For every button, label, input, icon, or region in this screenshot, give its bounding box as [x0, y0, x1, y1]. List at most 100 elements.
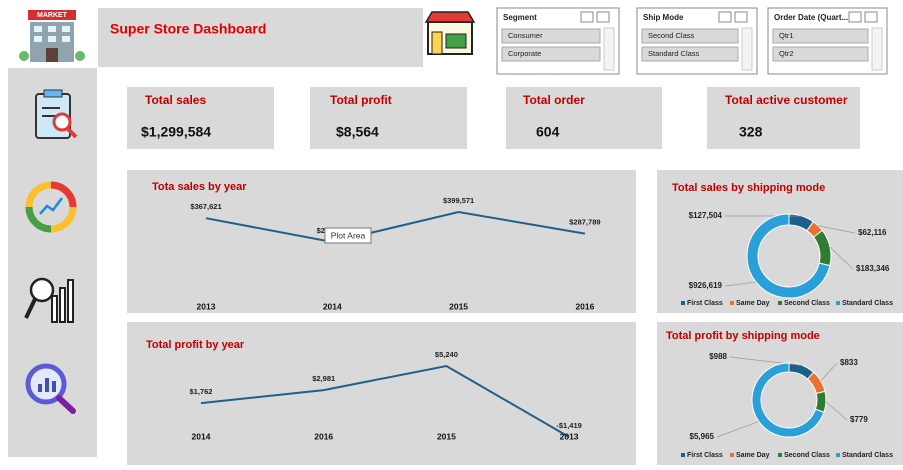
- dashboard-title: Super Store Dashboard: [110, 21, 266, 37]
- x-category-label: 2013: [560, 431, 579, 441]
- data-label: $988: [709, 352, 727, 361]
- search-icon: [25, 363, 76, 414]
- chart-panel: [127, 170, 636, 313]
- data-label: $1,762: [190, 387, 213, 396]
- leader-line: [716, 421, 759, 438]
- data-label: $5,965: [690, 432, 715, 441]
- slicer-item-label: Qtr1: [779, 31, 794, 40]
- data-label: $399,571: [443, 196, 474, 205]
- slicer-title: Ship Mode: [643, 13, 684, 22]
- clear-filter-button[interactable]: [864, 11, 878, 23]
- line: [205, 210, 586, 244]
- chart-title: Tota sales by year: [152, 181, 247, 193]
- logo-text: MARKET: [37, 12, 68, 19]
- slicer-item[interactable]: [501, 46, 601, 62]
- kpi-card: [506, 87, 662, 149]
- x-category-label: 2016: [314, 431, 333, 441]
- x-category-label: 2013: [197, 301, 216, 311]
- leader-line: [820, 362, 838, 382]
- kpi-card: [127, 87, 274, 149]
- chart-panel: [127, 322, 636, 465]
- donut-segment: [814, 390, 827, 413]
- legend-swatch: [778, 301, 782, 305]
- data-label: $183,346: [856, 264, 890, 273]
- kpi-value: $8,564: [336, 124, 379, 140]
- leader-line: [829, 246, 854, 270]
- leader-line: [818, 225, 856, 234]
- slicer-item[interactable]: [772, 28, 869, 44]
- kpi-label: Total order: [523, 93, 585, 107]
- kpi-value: 328: [739, 124, 763, 140]
- scrollbar[interactable]: [741, 27, 753, 71]
- analysis-icon: [24, 277, 74, 323]
- chart-panel: [657, 322, 903, 465]
- store-icon: [424, 11, 476, 55]
- slicer-item-label: Consumer: [508, 31, 543, 40]
- legend-label: Same Day: [736, 452, 770, 459]
- chart-title: Total profit by year: [146, 339, 245, 351]
- chart-title: Total profit by shipping mode: [666, 330, 820, 342]
- tooltip-box: [324, 227, 372, 244]
- data-label: $926,619: [689, 281, 723, 290]
- slicer-item-label: Second Class: [648, 31, 695, 40]
- x-category-label: 2014: [192, 431, 211, 441]
- legend-swatch: [730, 453, 734, 457]
- slicer-item[interactable]: [641, 46, 739, 62]
- header-panel: [98, 8, 423, 67]
- legend-label: First Class: [687, 452, 723, 459]
- scrollbar[interactable]: [871, 27, 883, 71]
- logo-icon: MARKET: [19, 10, 85, 62]
- data-label: $62,116: [858, 228, 887, 237]
- legend-label: Same Day: [736, 300, 770, 307]
- slicer-item[interactable]: [772, 46, 869, 62]
- legend-label: Second Class: [784, 300, 830, 307]
- legend-swatch: [681, 453, 685, 457]
- slicer-item[interactable]: [641, 28, 739, 44]
- leader-line: [724, 281, 757, 287]
- slicer-item-label: Qtr2: [779, 49, 794, 58]
- legend-label: Standard Class: [842, 452, 893, 459]
- x-category-label: 2016: [575, 301, 594, 311]
- report-icon: [35, 89, 78, 139]
- data-label: $367,621: [190, 202, 221, 211]
- filter-button[interactable]: [580, 11, 594, 23]
- filter-button[interactable]: [718, 11, 732, 23]
- kpi-label: Total sales: [145, 93, 206, 107]
- legend-swatch: [836, 301, 840, 305]
- kpi-label: Total active customer: [725, 93, 848, 107]
- data-label: $833: [840, 358, 858, 367]
- kpi-card: [310, 87, 467, 149]
- tooltip-text: Plot Area: [331, 230, 366, 240]
- data-label: $5,240: [435, 350, 458, 359]
- legend-label: Second Class: [784, 452, 830, 459]
- legend-label: Standard Class: [842, 300, 893, 307]
- donut-segment: [751, 362, 825, 438]
- scrollbar[interactable]: [603, 27, 615, 71]
- legend-label: First Class: [687, 300, 723, 307]
- kpi-value: $1,299,584: [141, 124, 211, 140]
- kpi-label: Total profit: [330, 93, 392, 107]
- x-category-label: 2014: [323, 301, 342, 311]
- donut-segment: [746, 213, 831, 299]
- filter-button[interactable]: [848, 11, 862, 23]
- legend-swatch: [836, 453, 840, 457]
- data-label: $779: [850, 415, 868, 424]
- slicer-title: Segment: [503, 13, 537, 22]
- data-label: -$1,419: [556, 421, 581, 430]
- legend-swatch: [681, 301, 685, 305]
- legend-swatch: [778, 453, 782, 457]
- slicer-item-label: Standard Class: [648, 49, 700, 58]
- leader-line: [729, 356, 803, 366]
- data-label: $127,504: [689, 211, 723, 220]
- line: [200, 364, 570, 438]
- chart-title: Total sales by shipping mode: [672, 182, 825, 194]
- data-label: $287,789: [569, 218, 600, 227]
- clear-filter-button[interactable]: [596, 11, 610, 23]
- chart-icon: [25, 181, 77, 233]
- clear-filter-button[interactable]: [734, 11, 748, 23]
- x-category-label: 2015: [449, 301, 468, 311]
- legend-swatch: [730, 301, 734, 305]
- slicer-item[interactable]: [501, 28, 601, 44]
- data-label: $2,981: [312, 374, 335, 383]
